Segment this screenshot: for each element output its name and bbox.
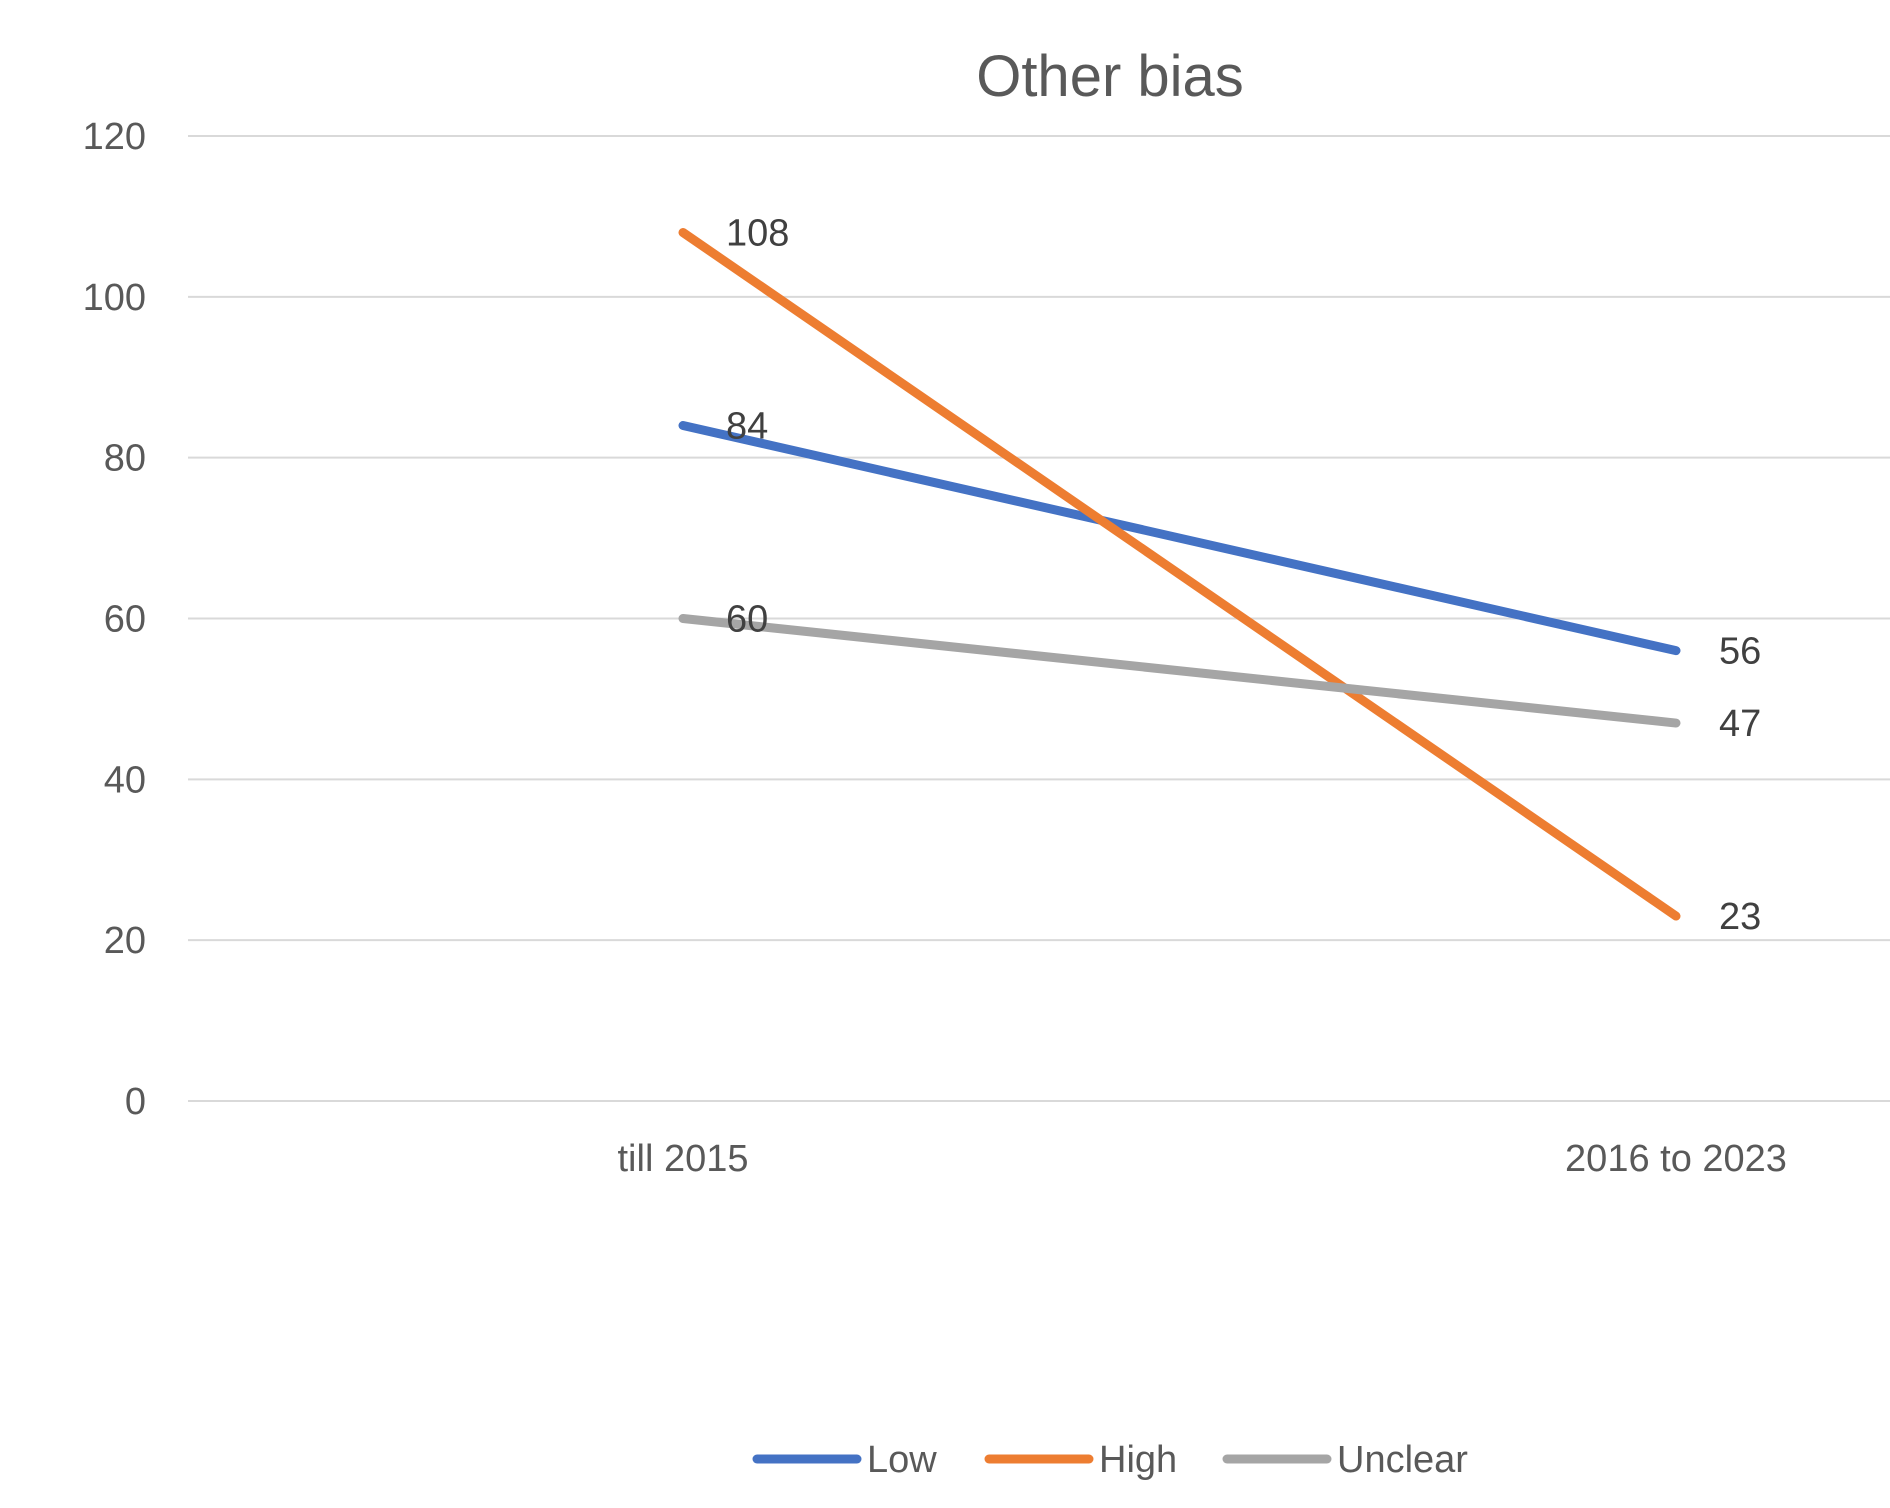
y-tick-label: 60: [104, 599, 146, 641]
y-tick-label: 20: [104, 920, 146, 962]
y-tick-label: 100: [83, 277, 146, 319]
x-axis-ticks: till 2015 2016 to 2023: [618, 1138, 1787, 1180]
y-tick-label: 40: [104, 759, 146, 801]
series-line-low: [678, 421, 1681, 656]
gridlines: [188, 135, 1890, 1102]
y-axis-ticks: 0 20 40 60 80 100 120: [83, 116, 146, 1123]
legend: Low High Unclear: [752, 1439, 1468, 1481]
data-labels: 84 56 108 23 60 47: [726, 213, 1761, 939]
chart-title: Other bias: [976, 44, 1244, 109]
data-label: 60: [726, 599, 768, 641]
x-tick-label: 2016 to 2023: [1565, 1138, 1787, 1180]
legend-label-low: Low: [867, 1439, 937, 1481]
data-label: 56: [1719, 631, 1761, 673]
x-tick-label: till 2015: [618, 1138, 749, 1180]
series-line-high: [678, 228, 1681, 921]
y-tick-label: 0: [125, 1081, 146, 1123]
data-label: 47: [1719, 703, 1761, 745]
series-line-unclear: [678, 614, 1681, 728]
y-tick-label: 120: [83, 116, 146, 158]
y-tick-label: 80: [104, 438, 146, 480]
data-label: 23: [1719, 896, 1761, 938]
series-lines: [678, 228, 1681, 921]
legend-label-high: High: [1099, 1439, 1177, 1481]
legend-label-unclear: Unclear: [1337, 1439, 1468, 1481]
data-label: 108: [726, 213, 789, 255]
data-label: 84: [726, 406, 768, 448]
